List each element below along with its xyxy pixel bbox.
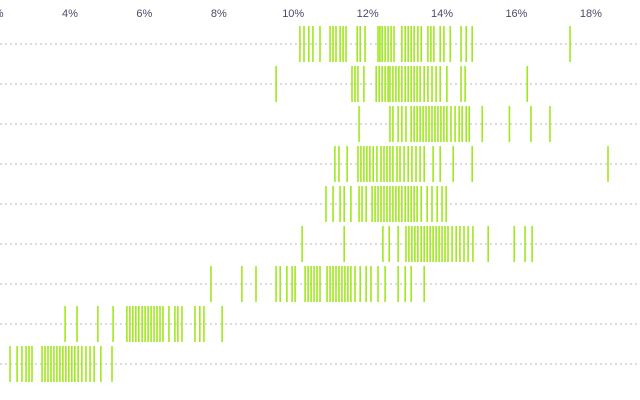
x-tick-label: 12%	[357, 8, 379, 20]
x-tick-label: 6%	[136, 8, 152, 20]
x-tick-label: 10%	[282, 8, 304, 20]
x-tick-label: 14%	[431, 8, 453, 20]
x-tick-label: 16%	[505, 8, 527, 20]
x-tick-label: 4%	[62, 8, 78, 20]
x-tick-label: 8%	[211, 8, 227, 20]
x-tick-label: 18%	[580, 8, 602, 20]
x-tick-label: 2%	[0, 8, 4, 20]
